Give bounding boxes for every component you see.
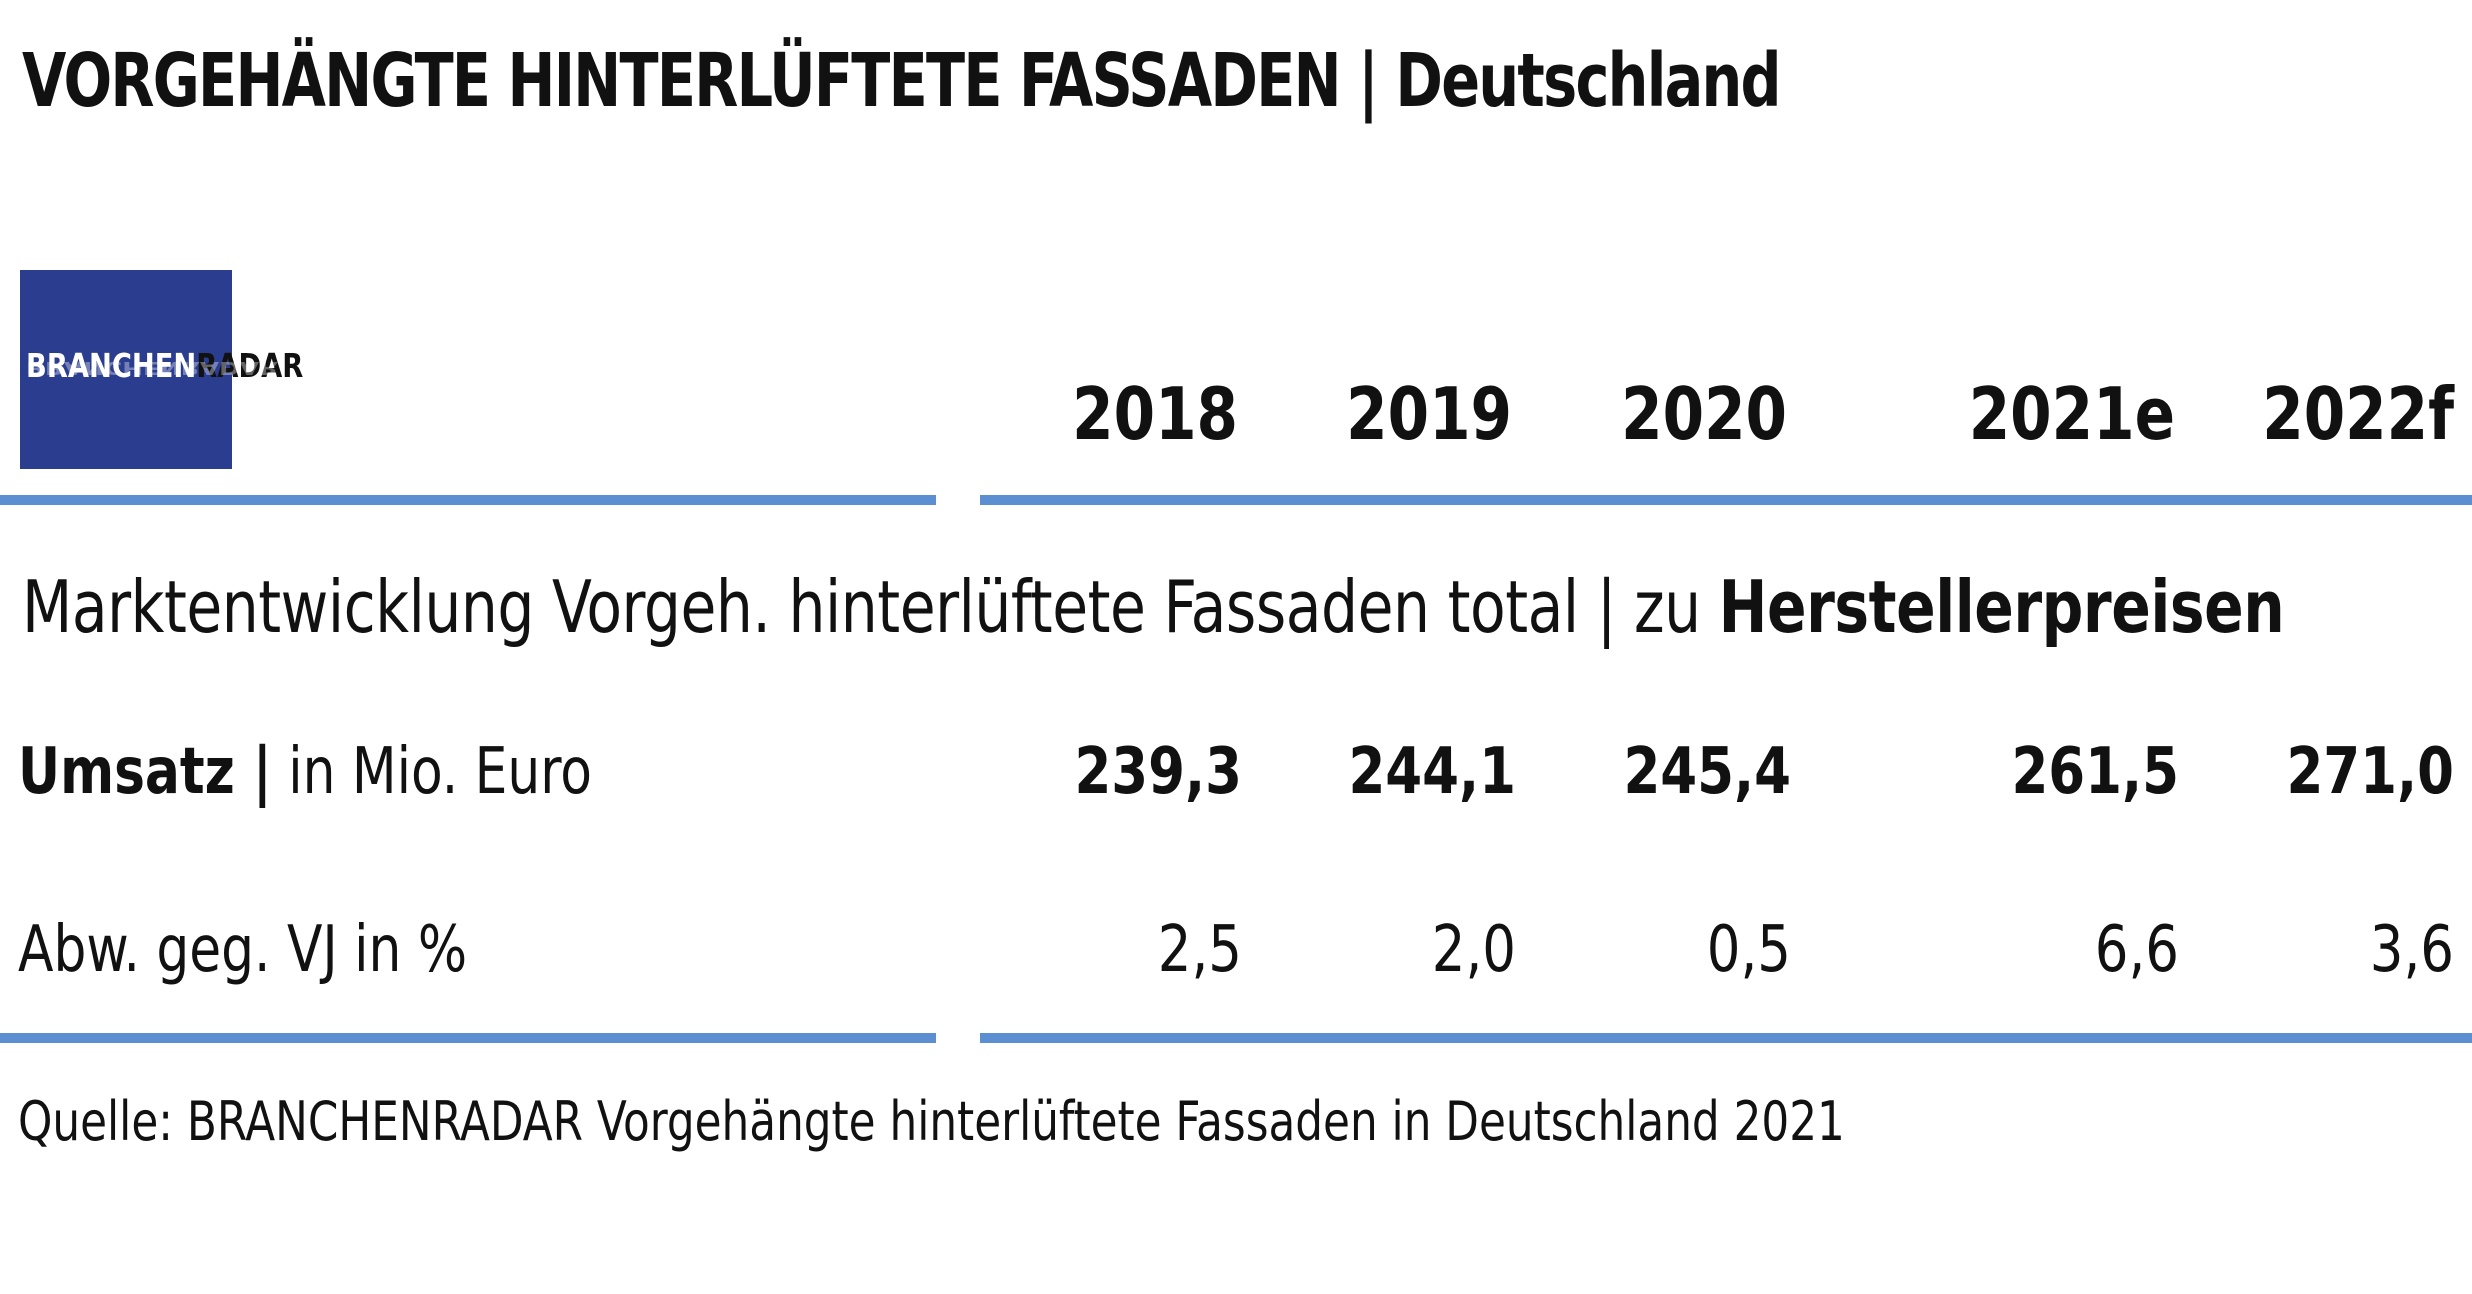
header-rule-left xyxy=(0,495,936,505)
branchenradar-logo: BRANCHENRADAR BRANCHENRADAR xyxy=(20,270,303,469)
column-header-2021e: 2021e xyxy=(1968,372,2175,456)
column-header-2018: 2018 xyxy=(1072,372,1238,456)
row-label-abw: Abw. geg. VJ in % xyxy=(18,913,468,987)
cell-umsatz-2022f: 271,0 xyxy=(2286,735,2454,809)
footer-rule-right xyxy=(980,1033,2472,1043)
row-label-umsatz-bold: Umsatz | xyxy=(18,735,272,809)
cell-umsatz-2019: 244,1 xyxy=(1348,735,1516,809)
logo-reflection: BRANCHENRADAR xyxy=(26,357,279,378)
cell-abw-2019: 2,0 xyxy=(1431,913,1516,987)
logo-text: BRANCHENRADAR xyxy=(26,346,303,385)
row-label-umsatz-rest: in Mio. Euro xyxy=(271,735,592,809)
cell-umsatz-2018: 239,3 xyxy=(1074,735,1242,809)
subtitle-normal: Marktentwicklung Vorgeh. hinterlüftete F… xyxy=(22,565,1719,649)
cell-umsatz-2021e: 261,5 xyxy=(2011,735,2179,809)
footer-rule-left xyxy=(0,1033,936,1043)
table-subtitle: Marktentwicklung Vorgeh. hinterlüftete F… xyxy=(22,565,2285,649)
logo-text-part2: RADAR xyxy=(196,346,304,385)
logo-text-part1: BRANCHEN xyxy=(26,346,197,385)
cell-abw-2018: 2,5 xyxy=(1157,913,1242,987)
cell-abw-2022f: 3,6 xyxy=(2369,913,2454,987)
column-header-2019: 2019 xyxy=(1346,372,1512,456)
row-label-umsatz: Umsatz | in Mio. Euro xyxy=(18,735,592,809)
subtitle-bold: Herstellerpreisen xyxy=(1718,565,2285,649)
cell-abw-2020: 0,5 xyxy=(1706,913,1791,987)
column-header-2020: 2020 xyxy=(1621,372,1787,456)
column-header-2022f: 2022f xyxy=(2262,372,2454,456)
cell-abw-2021e: 6,6 xyxy=(2094,913,2179,987)
header-rule-right xyxy=(980,495,2472,505)
cell-umsatz-2020: 245,4 xyxy=(1623,735,1791,809)
page-title: VORGEHÄNGTE HINTERLÜFTETE FASSADEN | Deu… xyxy=(22,38,1782,124)
source-note: Quelle: BRANCHENRADAR Vorgehängte hinter… xyxy=(18,1090,1845,1153)
